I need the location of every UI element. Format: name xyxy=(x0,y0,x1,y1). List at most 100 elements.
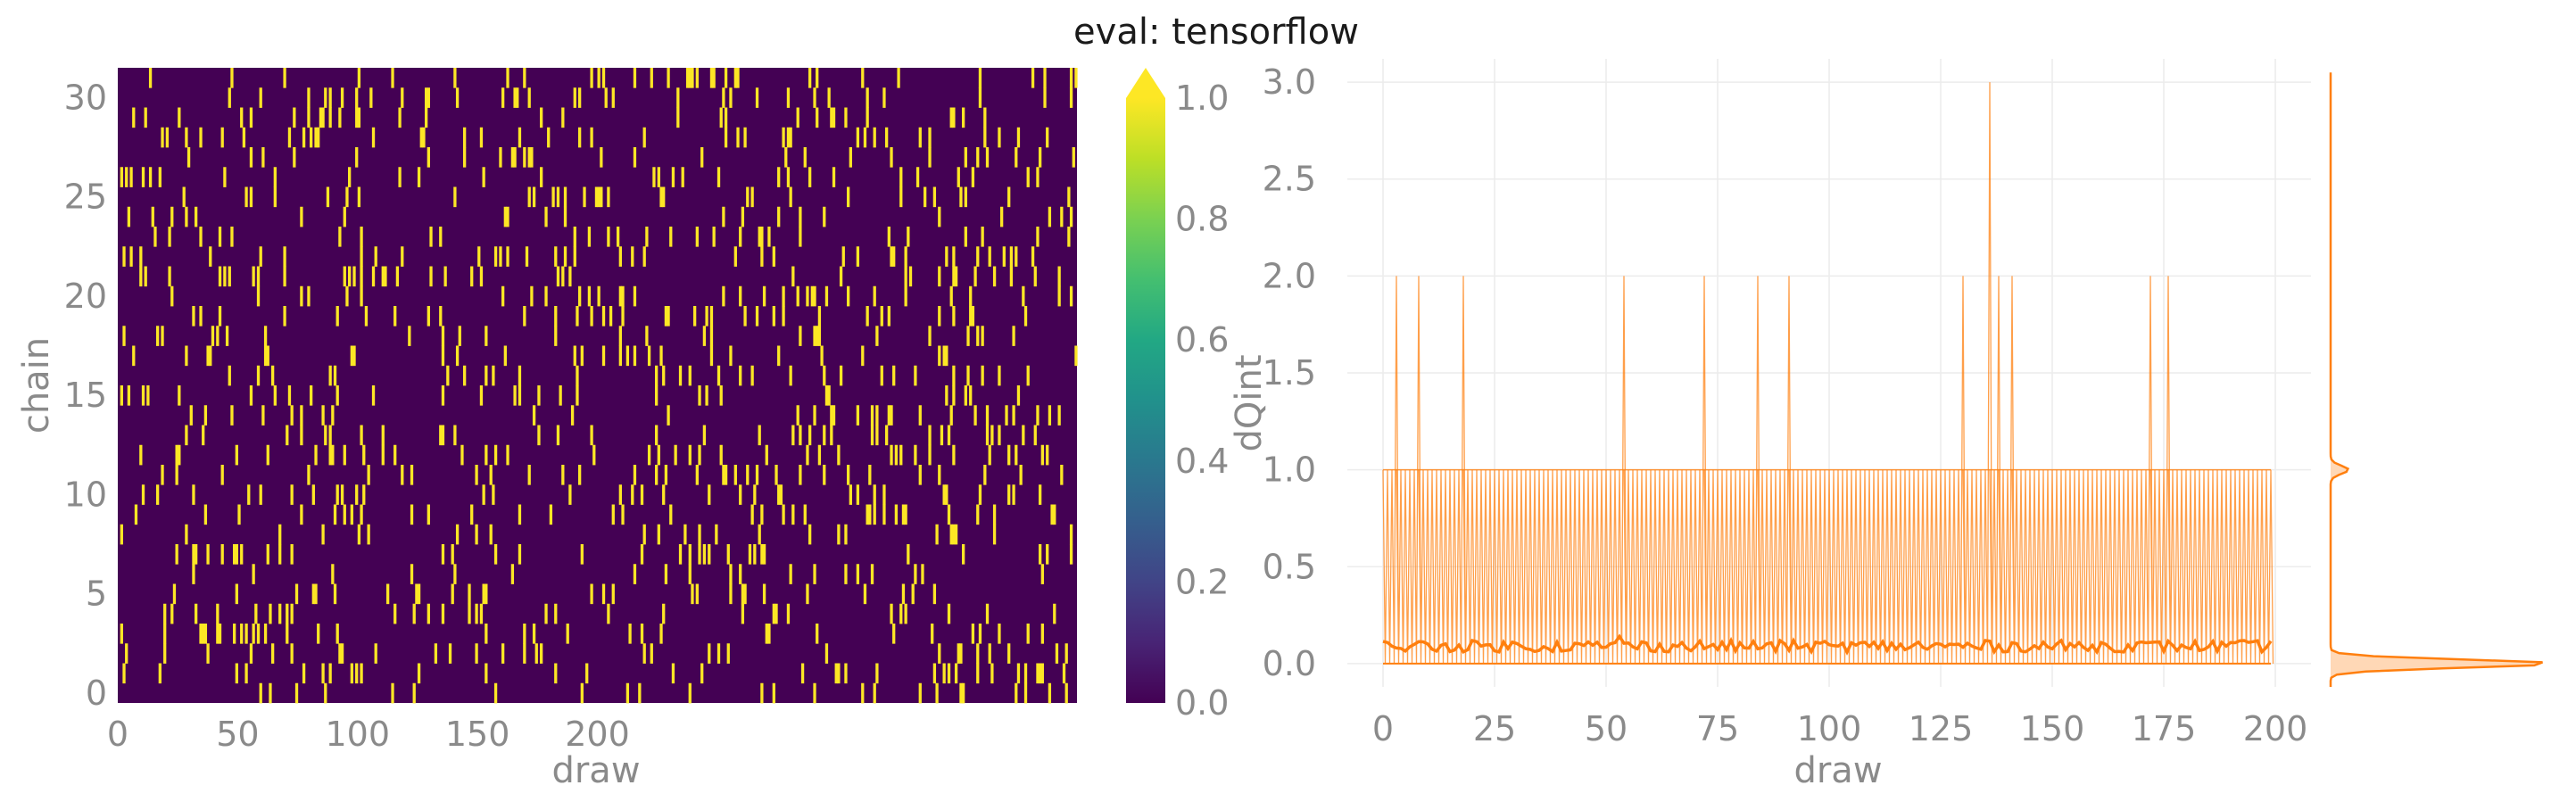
heatmap-cell xyxy=(163,603,167,624)
heatmap-cell xyxy=(249,186,253,208)
heatmap-cell xyxy=(1043,87,1047,108)
heatmap-cell xyxy=(712,227,716,247)
heatmap-cell xyxy=(235,544,238,565)
heatmap-cell xyxy=(784,147,788,168)
heatmap-cell xyxy=(597,285,601,307)
trace-x-tick-label: 100 xyxy=(1797,709,1862,748)
heatmap-cell xyxy=(1050,504,1054,525)
heatmap-cell xyxy=(283,68,286,88)
heatmap-cell xyxy=(259,246,262,267)
heatmap-cell xyxy=(861,345,865,367)
heatmap-cell xyxy=(482,583,485,605)
heatmap-cell xyxy=(866,306,869,326)
colorbar-tick-label: 0.4 xyxy=(1175,442,1229,481)
heatmap-cell xyxy=(642,524,646,545)
heatmap-cell xyxy=(914,564,917,584)
heatmap-cell xyxy=(1040,624,1044,644)
heatmap-cell xyxy=(1069,87,1073,108)
heatmap-cell xyxy=(799,326,802,346)
heatmap-cell xyxy=(398,167,402,187)
heatmap-cell xyxy=(726,643,730,664)
heatmap-cell xyxy=(753,544,757,565)
heatmap-cell xyxy=(1022,425,1025,446)
heatmap-cell xyxy=(597,186,601,208)
heatmap-cell xyxy=(338,107,342,128)
heatmap-cell xyxy=(185,206,188,227)
heatmap-cell xyxy=(890,405,893,426)
heatmap-cell xyxy=(357,186,361,208)
heatmap-cell xyxy=(873,504,876,525)
heatmap-cell xyxy=(1036,167,1040,187)
heatmap-cell xyxy=(489,465,493,485)
heatmap-cell xyxy=(609,306,613,326)
heatmap-cell xyxy=(978,624,982,644)
heatmap-cell xyxy=(947,663,951,684)
heatmap-y-tick-label: 20 xyxy=(64,277,107,316)
heatmap-cell xyxy=(957,643,960,664)
heatmap-cell xyxy=(455,524,460,545)
heatmap-cell xyxy=(492,484,495,505)
heatmap-cell xyxy=(800,663,805,684)
heatmap-cell xyxy=(141,484,145,505)
trace-y-tick-label: 2.0 xyxy=(1263,256,1316,295)
heatmap-cell xyxy=(263,326,268,346)
heatmap-cell xyxy=(249,385,253,406)
heatmap-cell xyxy=(355,147,359,168)
heatmap-cell xyxy=(401,87,404,108)
heatmap-cell xyxy=(847,186,850,208)
heatmap-cell xyxy=(618,285,622,307)
heatmap-cell xyxy=(203,405,208,426)
heatmap-cell xyxy=(870,564,874,584)
heatmap-cell xyxy=(791,425,795,446)
heatmap-cell xyxy=(357,524,361,545)
heatmap-cell xyxy=(237,504,241,525)
heatmap-cell xyxy=(762,544,766,565)
heatmap-cell xyxy=(343,444,346,466)
heatmap-cell xyxy=(132,107,136,128)
heatmap-cell xyxy=(439,227,443,247)
heatmap-cell xyxy=(518,127,522,148)
heatmap-cell xyxy=(1033,425,1037,446)
heatmap-cell xyxy=(525,246,529,267)
heatmap-cell xyxy=(1064,643,1068,664)
heatmap-cell xyxy=(585,663,589,684)
heatmap-cell xyxy=(966,365,970,386)
heatmap-cell xyxy=(981,365,984,386)
heatmap-cell xyxy=(254,603,258,624)
heatmap-cell xyxy=(398,107,402,128)
heatmap-cell xyxy=(1057,405,1061,426)
heatmap-cell xyxy=(384,266,387,287)
trace-panel: 0.0 0.5 1.0 1.5 2.0 2.5 3.0 0 25 50 75 100 125 150 17… xyxy=(1263,59,2311,791)
heatmap-cell xyxy=(1046,127,1049,148)
heatmap-cell xyxy=(688,444,692,466)
heatmap-cell xyxy=(393,306,397,326)
heatmap-cell xyxy=(350,504,353,525)
heatmap-cell xyxy=(348,266,352,287)
heatmap-cell xyxy=(719,444,723,466)
heatmap-cell xyxy=(760,246,764,267)
heatmap-cell xyxy=(729,564,733,584)
heatmap-cell xyxy=(708,643,711,664)
heatmap-cell xyxy=(789,127,792,148)
heatmap-cell xyxy=(607,186,610,208)
heatmap-cell xyxy=(220,127,224,148)
heatmap-cell xyxy=(758,524,761,545)
heatmap-cell xyxy=(868,465,872,485)
heatmap-cell xyxy=(590,583,593,605)
heatmap-cell xyxy=(618,345,622,367)
heatmap-cell xyxy=(928,425,932,446)
heatmap-cell xyxy=(739,484,742,505)
heatmap-cell xyxy=(139,266,143,287)
heatmap-cell xyxy=(998,425,1001,446)
heatmap-cell xyxy=(249,147,253,168)
heatmap-cell xyxy=(401,465,404,485)
heatmap-cell xyxy=(527,87,531,108)
heatmap-cell xyxy=(655,365,658,386)
heatmap-cell xyxy=(978,87,982,108)
heatmap-cell xyxy=(791,266,795,287)
heatmap-cell xyxy=(786,167,791,187)
heatmap-cell xyxy=(659,186,663,208)
heatmap-cell xyxy=(592,444,596,466)
heatmap-cell xyxy=(827,385,831,406)
heatmap-cell xyxy=(726,544,730,565)
